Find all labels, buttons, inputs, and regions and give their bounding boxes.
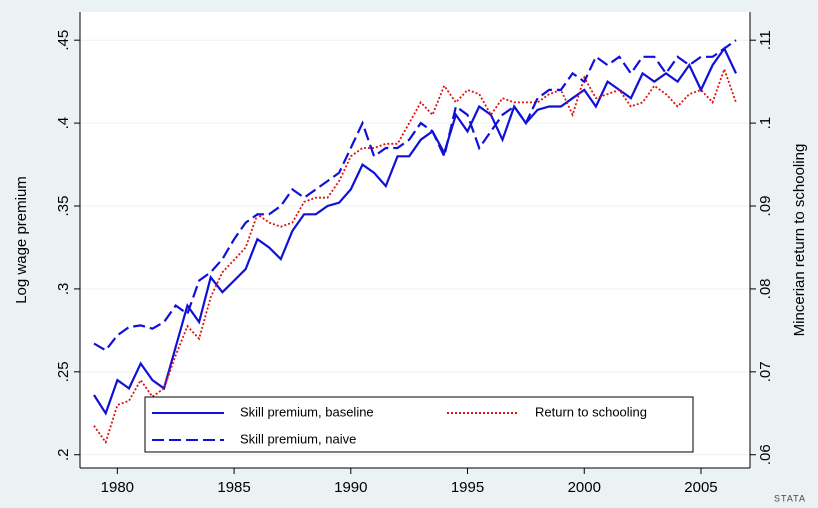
x-tick-label: 2000 — [568, 479, 601, 496]
legend-label: Skill premium, naive — [240, 431, 356, 446]
plot-area — [80, 12, 750, 468]
x-tick-label: 1985 — [217, 479, 250, 496]
x-tick-label: 1995 — [451, 479, 484, 496]
y2-tick-label: .06 — [757, 444, 774, 465]
series-line — [93, 39, 737, 352]
series-line — [93, 66, 737, 445]
y2-axis-title: Mincerian return to schooling — [791, 144, 808, 337]
series-line — [93, 46, 737, 416]
legend-label: Return to schooling — [535, 404, 647, 419]
y-tick-label: .3 — [55, 283, 72, 296]
y-tick-label: .45 — [55, 30, 72, 51]
y-tick-label: .4 — [55, 117, 72, 130]
x-tick-label: 1990 — [334, 479, 367, 496]
y-tick-label: .25 — [55, 361, 72, 382]
y2-tick-label: .11 — [757, 30, 774, 50]
y2-tick-label: .09 — [757, 196, 774, 217]
logo: STATA — [774, 493, 806, 503]
y-axis-title: Log wage premium — [13, 176, 30, 304]
x-tick-label: 1980 — [101, 479, 134, 496]
y-tick-label: .35 — [55, 196, 72, 217]
y2-tick-label: .07 — [757, 361, 774, 382]
y-tick-label: .2 — [55, 448, 72, 461]
y2-tick-label: .08 — [757, 278, 774, 299]
legend-box — [144, 396, 694, 453]
x-tick-label: 2005 — [684, 479, 717, 496]
legend-label: Skill premium, baseline — [240, 404, 374, 419]
y2-tick-label: .1 — [757, 117, 774, 130]
